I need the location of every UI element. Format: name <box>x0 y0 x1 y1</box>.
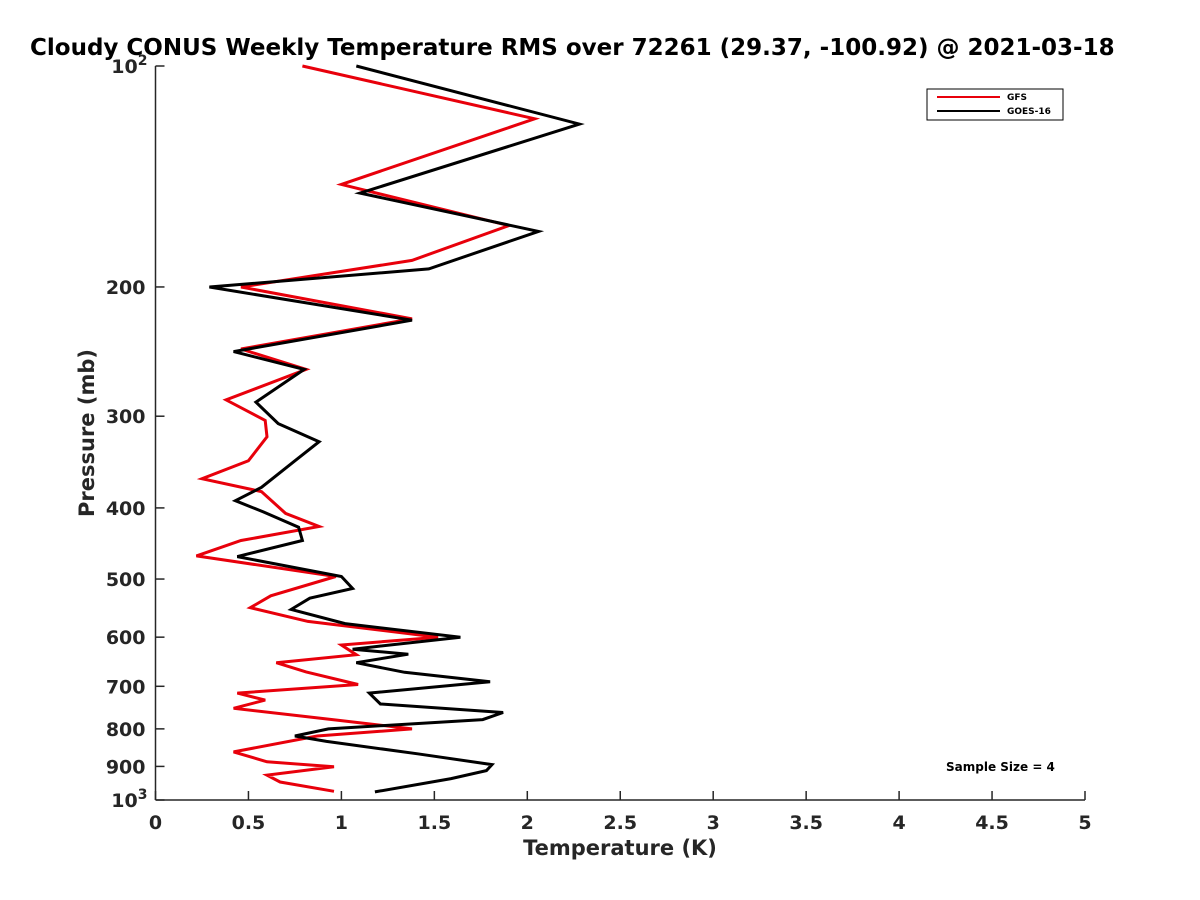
y-tick-label: 600 <box>106 627 146 649</box>
x-tick-label: 0 <box>149 812 162 834</box>
chart-title: Cloudy CONUS Weekly Temperature RMS over… <box>30 35 1115 61</box>
x-tick-label: 3 <box>707 812 720 834</box>
x-tick-label: 1 <box>335 812 348 834</box>
x-tick-label: 4.5 <box>975 812 1009 834</box>
plot-area <box>195 64 585 794</box>
y-tick-label: 700 <box>106 676 146 698</box>
x-tick-label: 4 <box>892 812 905 834</box>
y-tick-label: 500 <box>106 569 146 591</box>
sample-size-annotation: Sample Size = 4 <box>946 760 1055 774</box>
x-tick-label: 0.5 <box>232 812 266 834</box>
y-tick-label: 200 <box>106 277 146 299</box>
x-axis-label: Temperature (K) <box>523 836 717 860</box>
y-tick-label: 400 <box>106 498 146 520</box>
legend-label-goes-16: GOES-16 <box>1007 107 1051 117</box>
y-axis-label: Pressure (mb) <box>75 349 99 517</box>
x-tick-label: 1.5 <box>418 812 452 834</box>
y-tick-label: 800 <box>106 719 146 741</box>
legend: GFS GOES-16 <box>926 88 1064 121</box>
x-tick-label: 2.5 <box>603 812 637 834</box>
x-tick-label: 2 <box>521 812 534 834</box>
y-tick-label: 102 <box>111 53 147 78</box>
series-line-goes-16 <box>209 64 585 794</box>
y-axis: 102 200 300 400 500 600 700 800 900 103 <box>106 53 165 812</box>
y-tick-label: 900 <box>106 756 146 778</box>
x-tick-label: 3.5 <box>789 812 823 834</box>
x-axis: 0 0.5 1 1.5 2 2.5 3 3.5 4 4.5 5 <box>149 791 1092 834</box>
legend-box <box>926 88 1064 121</box>
y-tick-label: 103 <box>111 787 147 812</box>
legend-label-gfs: GFS <box>1007 93 1027 103</box>
y-tick-label: 300 <box>106 406 146 428</box>
x-tick-label: 5 <box>1078 812 1091 834</box>
